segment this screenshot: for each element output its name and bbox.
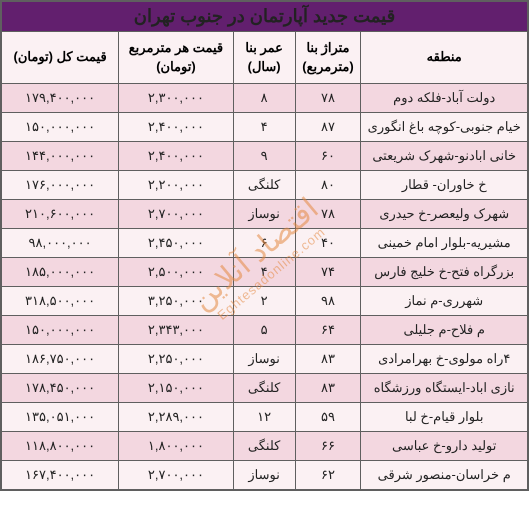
- cell-total: ۱۵۰,۰۰۰,۰۰۰: [1, 316, 119, 345]
- cell-ppm: ۲,۲۵۰,۰۰۰: [119, 345, 234, 374]
- cell-region: م فلاح-م جلیلی: [361, 316, 528, 345]
- table-row: نازی اباد-ایستگاه ورزشگاه۸۳کلنگی۲,۱۵۰,۰۰…: [1, 374, 528, 403]
- table-row: خ خاوران- قطار۸۰کلنگی۲,۲۰۰,۰۰۰۱۷۶,۰۰۰,۰۰…: [1, 171, 528, 200]
- cell-total: ۱۷۸,۴۵۰,۰۰۰: [1, 374, 119, 403]
- cell-ppm: ۲,۲۸۹,۰۰۰: [119, 403, 234, 432]
- cell-total: ۱۳۵,۰۵۱,۰۰۰: [1, 403, 119, 432]
- cell-region: خیام جنوبی-کوچه باغ انگوری: [361, 113, 528, 142]
- table-row: شهرک ولیعصر-خ حیدری۷۸نوساز۲,۷۰۰,۰۰۰۲۱۰,۶…: [1, 200, 528, 229]
- cell-age: ۵: [233, 316, 295, 345]
- table-row: تولید دارو-خ عباسی۶۶کلنگی۱,۸۰۰,۰۰۰۱۱۸,۸۰…: [1, 432, 528, 461]
- cell-area: ۷۸: [295, 200, 361, 229]
- cell-area: ۶۴: [295, 316, 361, 345]
- title-row: قیمت جدید آپارتمان در جنوب تهران: [1, 1, 528, 32]
- cell-ppm: ۱,۸۰۰,۰۰۰: [119, 432, 234, 461]
- cell-age: ۴: [233, 258, 295, 287]
- cell-age: نوساز: [233, 461, 295, 490]
- table-row: خیام جنوبی-کوچه باغ انگوری۸۷۴۲,۴۰۰,۰۰۰۱۵…: [1, 113, 528, 142]
- table-row: شهرری-م نماز۹۸۲۳,۲۵۰,۰۰۰۳۱۸,۵۰۰,۰۰۰: [1, 287, 528, 316]
- cell-region: تولید دارو-خ عباسی: [361, 432, 528, 461]
- cell-region: مشیریه-بلوار امام خمینی: [361, 229, 528, 258]
- cell-area: ۶۲: [295, 461, 361, 490]
- cell-total: ۲۱۰,۶۰۰,۰۰۰: [1, 200, 119, 229]
- table-row: دولت آباد-فلکه دوم۷۸۸۲,۳۰۰,۰۰۰۱۷۹,۴۰۰,۰۰…: [1, 84, 528, 113]
- cell-age: ۹: [233, 142, 295, 171]
- table-row: بلوار قیام-خ لبا۵۹۱۲۲,۲۸۹,۰۰۰۱۳۵,۰۵۱,۰۰۰: [1, 403, 528, 432]
- cell-area: ۷۴: [295, 258, 361, 287]
- cell-ppm: ۲,۳۴۳,۰۰۰: [119, 316, 234, 345]
- cell-area: ۷۸: [295, 84, 361, 113]
- cell-area: ۸۷: [295, 113, 361, 142]
- cell-ppm: ۲,۴۰۰,۰۰۰: [119, 113, 234, 142]
- cell-total: ۹۸,۰۰۰,۰۰۰: [1, 229, 119, 258]
- cell-age: نوساز: [233, 200, 295, 229]
- table-row: م خراسان-منصور شرقی۶۲نوساز۲,۷۰۰,۰۰۰۱۶۷,۴…: [1, 461, 528, 490]
- cell-area: ۸۳: [295, 345, 361, 374]
- table-row: ۴راه مولوی-خ بهرامرادی۸۳نوساز۲,۲۵۰,۰۰۰۱۸…: [1, 345, 528, 374]
- cell-area: ۸۰: [295, 171, 361, 200]
- cell-age: ۲: [233, 287, 295, 316]
- cell-region: ۴راه مولوی-خ بهرامرادی: [361, 345, 528, 374]
- table-row: م فلاح-م جلیلی۶۴۵۲,۳۴۳,۰۰۰۱۵۰,۰۰۰,۰۰۰: [1, 316, 528, 345]
- table-row: خانی ابادنو-شهرک شریعتی۶۰۹۲,۴۰۰,۰۰۰۱۴۴,۰…: [1, 142, 528, 171]
- cell-age: کلنگی: [233, 374, 295, 403]
- cell-age: ۴: [233, 113, 295, 142]
- cell-ppm: ۲,۴۵۰,۰۰۰: [119, 229, 234, 258]
- cell-area: ۴۰: [295, 229, 361, 258]
- cell-total: ۱۸۶,۷۵۰,۰۰۰: [1, 345, 119, 374]
- cell-total: ۱۶۷,۴۰۰,۰۰۰: [1, 461, 119, 490]
- table-title: قیمت جدید آپارتمان در جنوب تهران: [1, 1, 528, 32]
- col-area: متراژ بنا(مترمربع): [295, 32, 361, 84]
- cell-total: ۱۱۸,۸۰۰,۰۰۰: [1, 432, 119, 461]
- table-row: بزرگراه فتح-خ خلیج فارس۷۴۴۲,۵۰۰,۰۰۰۱۸۵,۰…: [1, 258, 528, 287]
- cell-region: م خراسان-منصور شرقی: [361, 461, 528, 490]
- cell-ppm: ۲,۱۵۰,۰۰۰: [119, 374, 234, 403]
- cell-age: ۶: [233, 229, 295, 258]
- cell-age: ۸: [233, 84, 295, 113]
- cell-region: شهرری-م نماز: [361, 287, 528, 316]
- cell-ppm: ۲,۷۰۰,۰۰۰: [119, 461, 234, 490]
- header-row: منطقه متراژ بنا(مترمربع) عمر بنا(سال) قی…: [1, 32, 528, 84]
- cell-ppm: ۲,۳۰۰,۰۰۰: [119, 84, 234, 113]
- cell-region: خانی ابادنو-شهرک شریعتی: [361, 142, 528, 171]
- cell-ppm: ۲,۵۰۰,۰۰۰: [119, 258, 234, 287]
- cell-ppm: ۲,۲۰۰,۰۰۰: [119, 171, 234, 200]
- cell-area: ۶۶: [295, 432, 361, 461]
- cell-ppm: ۲,۴۰۰,۰۰۰: [119, 142, 234, 171]
- cell-total: ۱۷۹,۴۰۰,۰۰۰: [1, 84, 119, 113]
- cell-age: کلنگی: [233, 432, 295, 461]
- cell-region: بزرگراه فتح-خ خلیج فارس: [361, 258, 528, 287]
- cell-total: ۱۴۴,۰۰۰,۰۰۰: [1, 142, 119, 171]
- cell-ppm: ۲,۷۰۰,۰۰۰: [119, 200, 234, 229]
- cell-total: ۱۷۶,۰۰۰,۰۰۰: [1, 171, 119, 200]
- cell-ppm: ۳,۲۵۰,۰۰۰: [119, 287, 234, 316]
- cell-region: شهرک ولیعصر-خ حیدری: [361, 200, 528, 229]
- cell-region: نازی اباد-ایستگاه ورزشگاه: [361, 374, 528, 403]
- cell-area: ۶۰: [295, 142, 361, 171]
- col-total: قیمت کل (تومان): [1, 32, 119, 84]
- cell-total: ۱۸۵,۰۰۰,۰۰۰: [1, 258, 119, 287]
- cell-age: کلنگی: [233, 171, 295, 200]
- cell-total: ۱۵۰,۰۰۰,۰۰۰: [1, 113, 119, 142]
- cell-area: ۵۹: [295, 403, 361, 432]
- col-ppm: قیمت هر مترمربع(تومان): [119, 32, 234, 84]
- cell-area: ۹۸: [295, 287, 361, 316]
- price-table: قیمت جدید آپارتمان در جنوب تهران منطقه م…: [0, 0, 529, 491]
- cell-total: ۳۱۸,۵۰۰,۰۰۰: [1, 287, 119, 316]
- cell-age: ۱۲: [233, 403, 295, 432]
- cell-age: نوساز: [233, 345, 295, 374]
- col-age: عمر بنا(سال): [233, 32, 295, 84]
- cell-region: خ خاوران- قطار: [361, 171, 528, 200]
- cell-region: بلوار قیام-خ لبا: [361, 403, 528, 432]
- table-row: مشیریه-بلوار امام خمینی۴۰۶۲,۴۵۰,۰۰۰۹۸,۰۰…: [1, 229, 528, 258]
- col-region: منطقه: [361, 32, 528, 84]
- cell-area: ۸۳: [295, 374, 361, 403]
- cell-region: دولت آباد-فلکه دوم: [361, 84, 528, 113]
